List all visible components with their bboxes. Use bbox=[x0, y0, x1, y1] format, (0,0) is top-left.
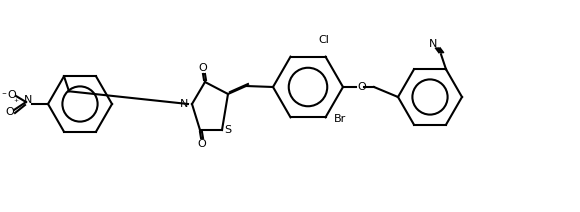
Text: O: O bbox=[198, 139, 206, 149]
Text: N: N bbox=[180, 99, 188, 109]
Text: Br: Br bbox=[334, 114, 346, 124]
Text: $^+$: $^+$ bbox=[12, 98, 20, 106]
Text: O: O bbox=[358, 82, 367, 92]
Text: $^-$: $^-$ bbox=[0, 89, 8, 99]
Text: N: N bbox=[24, 95, 32, 105]
Text: N: N bbox=[429, 39, 437, 49]
Text: S: S bbox=[224, 125, 231, 135]
Text: O: O bbox=[198, 63, 208, 73]
Text: O: O bbox=[8, 90, 16, 100]
Text: Cl: Cl bbox=[318, 35, 329, 45]
Text: O: O bbox=[6, 107, 14, 117]
